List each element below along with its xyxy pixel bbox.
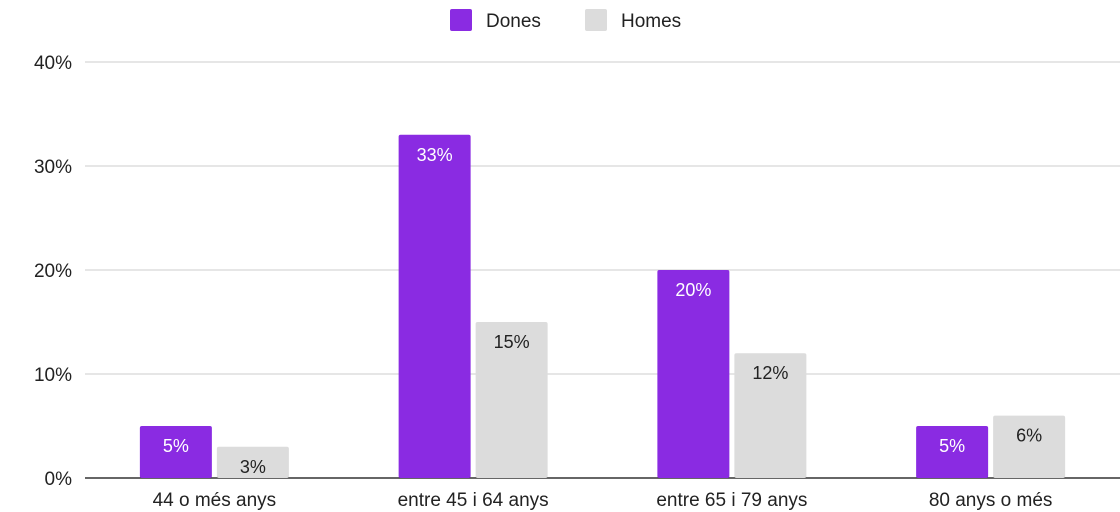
y-tick-label: 20% (34, 261, 72, 282)
bar-homes (475, 322, 548, 478)
y-tick-label: 0% (45, 469, 73, 490)
data-label: 5% (163, 436, 189, 456)
bar-homes (734, 353, 807, 478)
bar-dones (139, 426, 212, 478)
legend-swatch (450, 9, 472, 31)
bar-dones (916, 426, 989, 478)
bar-homes (993, 415, 1066, 478)
bar-dones (657, 270, 730, 478)
legend-label: Dones (486, 11, 541, 32)
x-category-label: entre 45 i 64 anys (398, 490, 549, 511)
x-category-label: entre 65 i 79 anys (656, 490, 807, 511)
data-label: 3% (240, 457, 266, 477)
data-label: 6% (1016, 426, 1042, 446)
data-label: 12% (752, 363, 788, 383)
y-tick-label: 10% (34, 365, 72, 386)
y-tick-label: 40% (34, 53, 72, 74)
legend-swatch (585, 9, 607, 31)
data-label: 5% (939, 436, 965, 456)
legend-label: Homes (621, 11, 681, 32)
data-label: 20% (675, 280, 711, 300)
x-category-label: 80 anys o més (929, 490, 1053, 511)
bar-dones (398, 134, 471, 479)
y-tick-label: 30% (34, 157, 72, 178)
data-label: 15% (494, 332, 530, 352)
data-label: 33% (417, 145, 453, 165)
x-category-label: 44 o més anys (153, 490, 277, 511)
bar-homes (216, 446, 289, 478)
